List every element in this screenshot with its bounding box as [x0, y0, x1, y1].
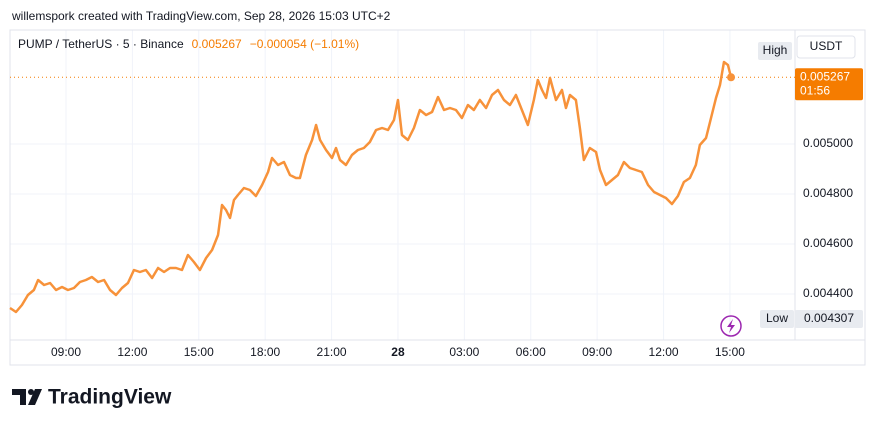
chart-frame [9, 29, 866, 366]
event-icon[interactable] [720, 315, 742, 337]
currency: USDT [810, 39, 843, 53]
last-point [727, 73, 736, 82]
x-tick-label: 09:00 [51, 345, 81, 359]
low-value-box [795, 310, 863, 328]
currency-box[interactable] [796, 35, 856, 59]
grid [10, 30, 795, 340]
header-change: −0.000054 (−1.01%) [250, 37, 359, 51]
x-tick-label: 12:00 [649, 345, 679, 359]
x-tick-label: 28 [391, 345, 405, 359]
low-label-box [760, 310, 794, 328]
event-bolt [727, 319, 735, 333]
price-line [9, 60, 733, 314]
x-tick-label: 21:00 [317, 345, 347, 359]
x-tick-label: 06:00 [516, 345, 546, 359]
x-tick-label: 09:00 [582, 345, 612, 359]
x-tick-label: 18:00 [250, 345, 280, 359]
y-tick-label: 0.005000 [803, 136, 853, 150]
x-tick-label: 12:00 [117, 345, 147, 359]
low-value: 0.004307 [804, 311, 854, 325]
x-tick-label: 15:00 [715, 345, 745, 359]
header-price: 0.005267 [192, 37, 242, 51]
low-label: Low [766, 311, 788, 325]
brand: TradingView [48, 386, 172, 409]
y-tick-label: 0.004600 [803, 236, 853, 250]
x-tick-label: 03:00 [449, 345, 479, 359]
chart-title: PUMP / TetherUS · 5 · Binance [18, 37, 184, 51]
last-price-box [795, 68, 863, 101]
countdown: 01:56 [800, 83, 830, 97]
high-label-box [758, 42, 792, 60]
last-price-label: 0.005267 [800, 69, 850, 83]
x-tick-label: 15:00 [184, 345, 214, 359]
high-label: High [763, 43, 788, 57]
brand-logo [12, 389, 42, 405]
y-tick-label: 0.004800 [803, 186, 853, 200]
header: willemspork created with TradingView.com… [11, 9, 391, 23]
y-tick-label: 0.004400 [803, 286, 853, 300]
